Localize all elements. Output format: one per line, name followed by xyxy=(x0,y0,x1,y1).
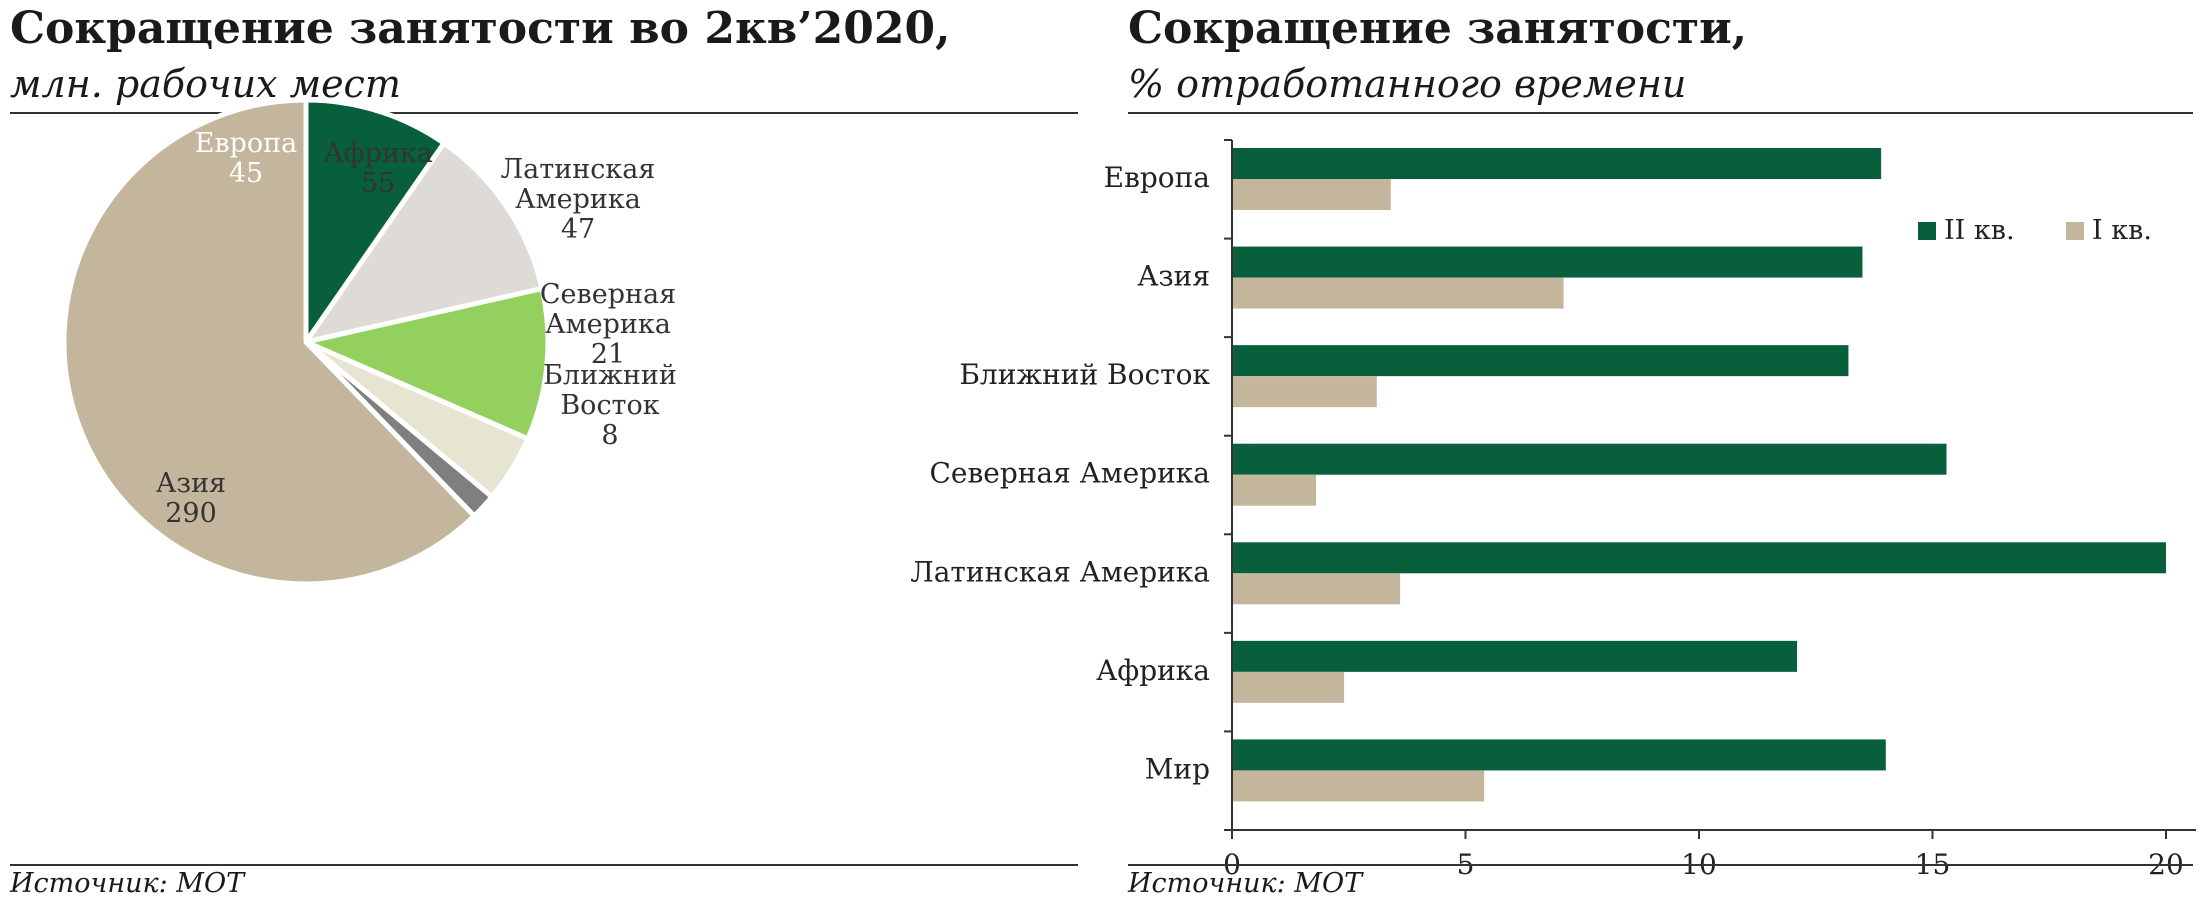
category-label-4: Латинская Америка xyxy=(910,555,1210,588)
bar-bottom-rule xyxy=(1128,864,2193,866)
bar-q2-3 xyxy=(1233,443,1947,475)
bar-q2-5 xyxy=(1233,640,1798,672)
bar-q2-0 xyxy=(1233,148,1882,179)
bar-q2-6 xyxy=(1233,739,1886,771)
category-label-5: Африка xyxy=(1096,654,1210,687)
pie-slice-0 xyxy=(303,97,447,345)
bar-q1-5 xyxy=(1233,671,1345,703)
bar-q1-2 xyxy=(1233,376,1377,408)
category-label-3: Северная Америка xyxy=(929,457,1210,490)
category-label-0: Европа xyxy=(1104,161,1210,194)
legend: II кв. I кв. xyxy=(1918,215,2152,246)
pie-subtitle: млн. рабочих мест xyxy=(10,62,401,106)
pie-chart: Европа 45 Африка 55 Латинская Америка 47 Северн… xyxy=(61,97,677,587)
pie-slice-5 xyxy=(61,97,477,587)
category-label-1: Азия xyxy=(1137,260,1210,293)
category-label-2: Ближний Восток xyxy=(959,358,1210,391)
bar-q2-1 xyxy=(1233,246,1863,278)
bar-top-rule xyxy=(1128,112,2193,114)
pie-slice-2 xyxy=(303,286,551,442)
legend-label-0: II кв. xyxy=(1944,215,2015,246)
bar-q2-2 xyxy=(1233,345,1849,377)
bar-q1-1 xyxy=(1233,277,1564,309)
pie-panel: Сокращение занятости во 2кв’2020, млн. р… xyxy=(10,0,1078,905)
bar-q2-4 xyxy=(1233,542,2166,574)
pie-title: Сокращение занятости во 2кв’2020, xyxy=(10,3,951,54)
legend-label-1: I кв. xyxy=(2092,215,2152,246)
bar-q1-4 xyxy=(1233,573,1401,605)
pie-bottom-rule xyxy=(10,864,1078,866)
pie-label-1: Африка 55 xyxy=(323,138,433,199)
pie-label-3: Северная Америка 21 xyxy=(540,279,676,370)
bar-q1-6 xyxy=(1233,770,1485,802)
bar-title: Сокращение занятости, xyxy=(1128,3,1748,54)
legend-swatch-0 xyxy=(1918,222,1936,240)
bar-panel: Сокращение занятости, % отработанного вр… xyxy=(910,0,2196,905)
bar-subtitle: % отработанного времени xyxy=(1128,62,1687,106)
pie-label-4: Ближний Восток 8 xyxy=(543,360,677,451)
bar-q1-3 xyxy=(1233,474,1317,506)
bar-q1-0 xyxy=(1233,179,1391,210)
pie-source: Источник: МОТ xyxy=(10,868,245,899)
category-label-6: Мир xyxy=(1145,752,1210,785)
pie-label-2: Латинская Америка 47 xyxy=(501,154,656,245)
pie-top-rule xyxy=(10,112,1078,114)
pie-slice-1 xyxy=(303,140,545,345)
pie-label-0: Европа 45 xyxy=(195,128,298,189)
legend-swatch-1 xyxy=(2066,222,2084,240)
pie-label-5: Азия 290 xyxy=(156,468,226,529)
bar-source: Источник: МОТ xyxy=(1128,868,1363,899)
